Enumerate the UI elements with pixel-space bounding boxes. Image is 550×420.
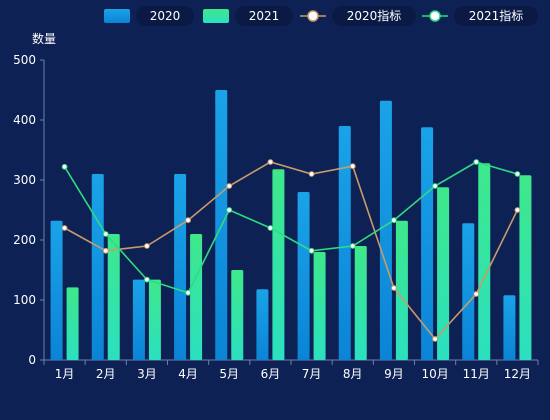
bar-2021 bbox=[437, 187, 450, 360]
bars bbox=[50, 90, 532, 361]
x-tick-label: 11月 bbox=[463, 367, 490, 381]
bar-2021 bbox=[519, 175, 532, 360]
point-2020指标 bbox=[226, 183, 233, 189]
legend-marker-2020指标 bbox=[307, 10, 319, 22]
point-2020指标 bbox=[514, 207, 521, 213]
bar-2020 bbox=[462, 223, 475, 360]
legend-label-2020指标: 2020指标 bbox=[347, 8, 402, 23]
point-2021指标 bbox=[391, 217, 397, 224]
y-tick-label: 300 bbox=[13, 173, 36, 187]
bar-2021 bbox=[107, 234, 120, 360]
point-2020指标 bbox=[391, 285, 397, 291]
legend-swatch-2020 bbox=[104, 9, 130, 23]
x-tick-label: 3月 bbox=[137, 367, 157, 381]
y-tick-label: 400 bbox=[13, 113, 36, 127]
y-tick-label: 500 bbox=[13, 53, 36, 67]
bar-2020 bbox=[256, 289, 269, 360]
bar-2021 bbox=[190, 234, 203, 360]
point-2021指标 bbox=[267, 225, 274, 231]
x-tick-label: 5月 bbox=[219, 367, 239, 381]
x-tick-label: 6月 bbox=[261, 367, 281, 381]
bar-2021 bbox=[354, 246, 367, 360]
legend-label-2020: 2020 bbox=[150, 9, 181, 23]
legend-swatch-2021 bbox=[203, 9, 229, 23]
x-tick-label: 2月 bbox=[96, 367, 116, 381]
bar-2020 bbox=[421, 127, 434, 360]
bar-2021 bbox=[231, 270, 244, 360]
point-2020指标 bbox=[185, 217, 191, 224]
point-2020指标 bbox=[349, 163, 356, 170]
point-2020指标 bbox=[61, 225, 68, 231]
x-tick-label: 1月 bbox=[55, 367, 75, 381]
bar-2021 bbox=[66, 287, 79, 360]
legend-pill bbox=[332, 6, 416, 26]
point-2021指标 bbox=[61, 163, 68, 170]
x-tick-label: 9月 bbox=[384, 367, 404, 381]
point-2021指标 bbox=[432, 183, 438, 189]
legend: 2020 2021 2020指标 2021指标 bbox=[104, 6, 538, 26]
line-2020指标 bbox=[64, 161, 519, 341]
legend-pill bbox=[235, 6, 293, 26]
point-2020指标 bbox=[102, 247, 109, 254]
point-2021指标 bbox=[308, 247, 315, 254]
x-tick-label: 12月 bbox=[504, 367, 531, 381]
legend-pill bbox=[136, 6, 194, 26]
legend-pill bbox=[454, 6, 538, 26]
axes: 0 100 200 300 400 500 1月 2月 3月 4月 5月 6月 7月 8月 9月 10月 11月… bbox=[13, 53, 539, 381]
point-2020指标 bbox=[267, 159, 274, 165]
legend-marker-2021指标 bbox=[429, 10, 441, 22]
legend-label-2021: 2021 bbox=[249, 9, 280, 23]
bar-2021 bbox=[478, 163, 491, 360]
bar-2020 bbox=[132, 279, 145, 360]
bar-2021 bbox=[272, 169, 285, 360]
bar-2020 bbox=[338, 126, 351, 360]
point-2021指标 bbox=[144, 276, 150, 283]
point-2021指标 bbox=[514, 171, 521, 177]
point-2020指标 bbox=[432, 336, 438, 342]
bar-2021 bbox=[148, 279, 161, 360]
y-tick-label: 0 bbox=[28, 353, 36, 367]
point-2021指标 bbox=[102, 231, 109, 237]
point-2021指标 bbox=[185, 289, 191, 296]
point-2020指标 bbox=[473, 291, 480, 297]
point-2020指标 bbox=[144, 243, 150, 249]
x-tick-label: 8月 bbox=[343, 367, 363, 381]
x-tick-label: 7月 bbox=[302, 367, 322, 381]
bar-2020 bbox=[174, 174, 187, 360]
bar-2021 bbox=[395, 220, 408, 360]
point-2021指标 bbox=[473, 159, 480, 165]
bar-2020 bbox=[297, 192, 310, 360]
bar-2020 bbox=[379, 100, 392, 361]
x-tick-label: 4月 bbox=[178, 367, 198, 381]
bar-2020 bbox=[503, 295, 516, 360]
y-tick-label: 100 bbox=[13, 293, 36, 307]
point-2021指标 bbox=[349, 243, 356, 249]
bar-2020 bbox=[50, 220, 63, 360]
bar-2020 bbox=[91, 174, 104, 360]
legend-label-2021指标: 2021指标 bbox=[469, 8, 524, 23]
x-tick-label: 10月 bbox=[421, 367, 448, 381]
y-axis-title: 数量 bbox=[32, 31, 56, 46]
point-2021指标 bbox=[226, 207, 233, 213]
y-tick-label: 200 bbox=[13, 233, 36, 247]
point-2020指标 bbox=[308, 171, 315, 177]
lines bbox=[61, 159, 521, 342]
line-2021指标 bbox=[63, 161, 518, 294]
bar-2021 bbox=[313, 252, 326, 360]
